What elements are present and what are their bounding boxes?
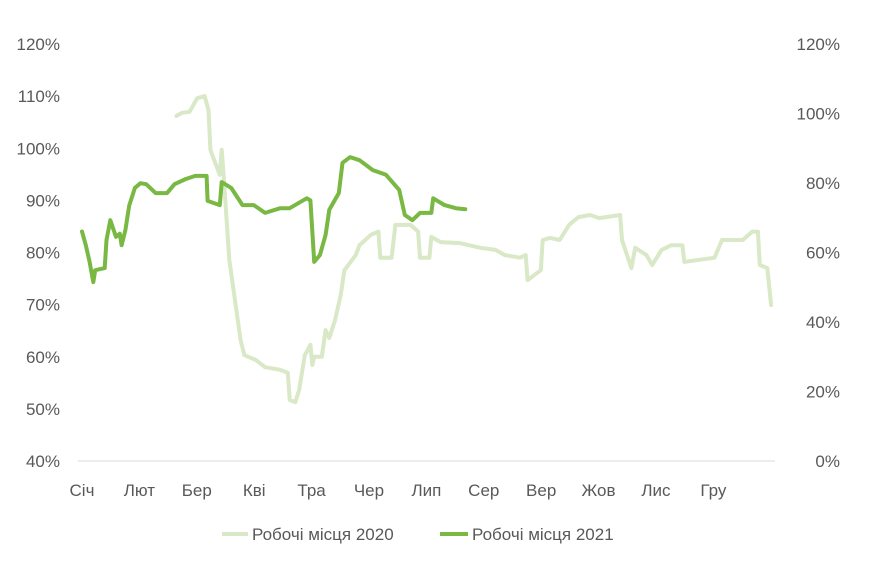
y-left-tick-label: 110% bbox=[18, 87, 60, 106]
y-left-tick-label: 120% bbox=[17, 35, 60, 54]
left-axis-ticks: 120% 110% 100% 90% 80% 70% 60% 50% 40% bbox=[17, 35, 60, 471]
x-axis-ticks: Січ Лют Бер Кві Тра Чер Лип Сер Вер Жов Лис Гру bbox=[70, 481, 727, 500]
x-tick-label: Бер bbox=[182, 481, 212, 500]
y-left-tick-label: 70% bbox=[26, 296, 60, 315]
legend-label-2020: Робочі місця 2020 bbox=[252, 525, 394, 544]
y-right-tick-label: 100% bbox=[797, 105, 840, 124]
y-left-tick-label: 100% bbox=[17, 139, 60, 158]
y-right-tick-label: 80% bbox=[806, 174, 840, 193]
series-lines bbox=[80, 94, 774, 405]
x-tick-label: Січ bbox=[70, 481, 95, 500]
x-tick-label: Гру bbox=[700, 481, 727, 500]
y-right-tick-label: 0% bbox=[815, 452, 840, 471]
x-tick-label: Чер bbox=[354, 481, 384, 500]
x-tick-label: Лип bbox=[411, 481, 441, 500]
x-tick-label: Тра bbox=[297, 481, 326, 500]
y-left-tick-label: 60% bbox=[26, 348, 60, 367]
y-right-tick-label: 20% bbox=[806, 383, 840, 402]
x-tick-label: Кві bbox=[243, 481, 266, 500]
y-right-tick-label: 60% bbox=[806, 244, 840, 263]
x-tick-label: Лют bbox=[124, 481, 156, 500]
legend-label-2021: Робочі місця 2021 bbox=[472, 525, 614, 544]
y-left-tick-label: 80% bbox=[26, 244, 60, 263]
x-tick-label: Жов bbox=[582, 481, 616, 500]
y-left-tick-label: 50% bbox=[26, 400, 60, 419]
right-axis-ticks: 120% 100% 80% 60% 40% 20% 0% bbox=[797, 35, 840, 471]
y-right-tick-label: 120% bbox=[797, 35, 840, 54]
legend: Робочі місця 2020 Робочі місця 2021 bbox=[222, 525, 614, 544]
series-line-2021 bbox=[80, 155, 468, 285]
series-line-2020 bbox=[174, 94, 774, 405]
x-tick-label: Лис bbox=[641, 481, 671, 500]
y-left-tick-label: 90% bbox=[26, 191, 60, 210]
x-tick-label: Вер bbox=[526, 481, 556, 500]
y-left-tick-label: 40% bbox=[26, 452, 60, 471]
x-tick-label: Сер bbox=[468, 481, 499, 500]
y-right-tick-label: 40% bbox=[806, 313, 840, 332]
